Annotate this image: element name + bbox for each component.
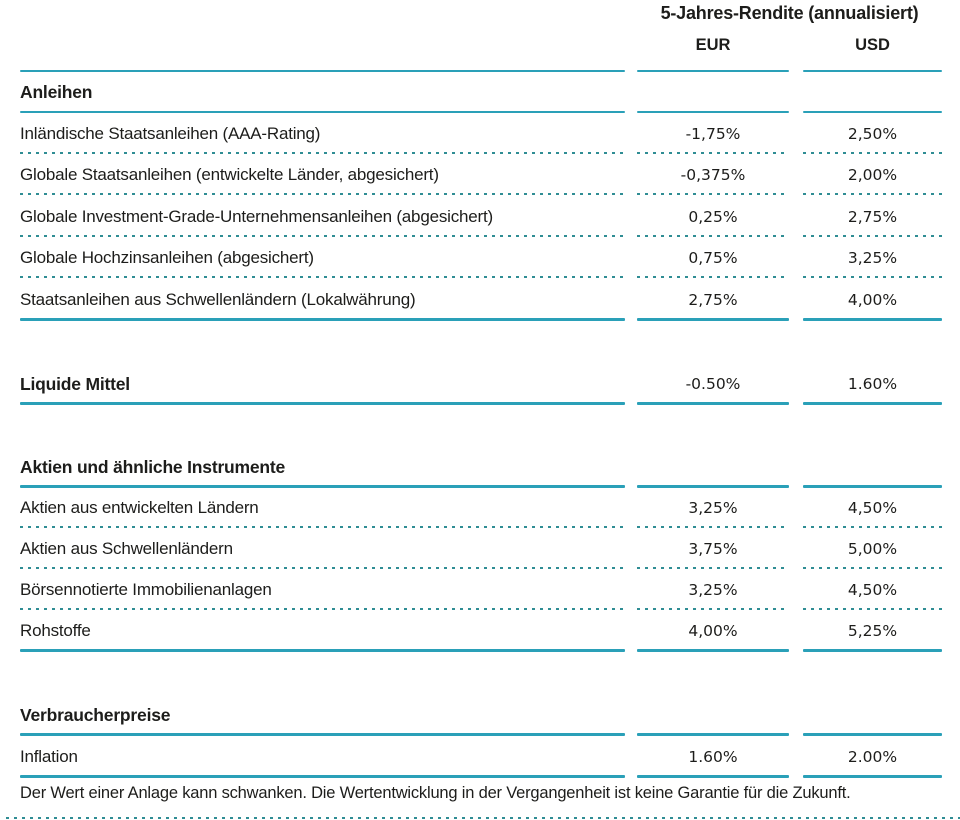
row-label: Staatsanleihen aus Schwellenländern (Lok… (20, 289, 416, 309)
eur-value: 0,25% (688, 207, 738, 226)
table-row: Inländische Staatsanleihen (AAA-Rating) … (20, 113, 942, 155)
row-label: Aktien aus entwickelten Ländern (20, 498, 259, 517)
section-heading-row-aktien: Aktien und ähnliche Instrumente (20, 447, 942, 488)
table-row: Globale Staatsanleihen (entwickelte Länd… (20, 155, 942, 197)
row-label: Globale Hochzinsanleihen (abgesichert) (20, 248, 314, 268)
table-title: 5-Jahres-Rendite (annualisiert) (660, 3, 919, 23)
column-headers: EUR USD (637, 36, 942, 55)
eur-value: 3,25% (688, 581, 738, 599)
table-row: Staatsanleihen aus Schwellenländern (Lok… (20, 279, 942, 321)
eur-value: -0.50% (685, 375, 741, 393)
row-label: Globale Investment-Grade-Unternehmensanl… (20, 206, 493, 226)
section-title: Anleihen (20, 82, 93, 102)
row-label: Rohstoffe (20, 621, 91, 640)
usd-value: 2,00% (847, 166, 898, 185)
row-label: Inflation (20, 746, 78, 766)
eur-value: 1.60% (688, 747, 738, 766)
section-title: Verbraucherpreise (20, 704, 171, 725)
usd-value: 4,50% (847, 581, 898, 599)
row-label: Inländische Staatsanleihen (AAA-Rating) (20, 123, 321, 143)
usd-value: 5,25% (847, 622, 898, 640)
section-heading-row-anleihen: Anleihen (20, 72, 942, 113)
section-title: Aktien und ähnliche Instrumente (20, 456, 286, 477)
table-row: Rohstoffe 4,00% 5,25% (20, 611, 942, 652)
header-label-cell (20, 0, 625, 72)
table-row: Inflation 1.60% 2.00% (20, 736, 942, 778)
eur-value: -0,375% (680, 166, 746, 185)
section-spacer (20, 652, 942, 695)
section-spacer (20, 321, 942, 364)
section-spacer (20, 405, 942, 447)
usd-value: 3,25% (847, 249, 898, 268)
table-row: Aktien aus entwickelten Ländern 3,25% 4,… (20, 488, 942, 529)
eur-value: 3,25% (688, 499, 738, 517)
row-label: Börsennotierte Immobilienanlagen (20, 580, 272, 599)
row-label: Globale Staatsanleihen (entwickelte Länd… (20, 165, 439, 185)
row-label: Aktien aus Schwellenländern (20, 539, 233, 558)
usd-value: 4,50% (847, 499, 898, 517)
table-row: Globale Hochzinsanleihen (abgesichert) 0… (20, 238, 942, 280)
table-row: Globale Investment-Grade-Unternehmensanl… (20, 196, 942, 238)
usd-value: 5,00% (847, 540, 898, 558)
disclaimer: Der Wert einer Anlage kann schwanken. Di… (20, 783, 851, 802)
section-heading-row-liquide-mittel: Liquide Mittel -0.50% 1.60% (20, 364, 942, 405)
usd-column-header: USD (855, 36, 890, 54)
section-title: Liquide Mittel (20, 373, 130, 394)
usd-value: 2.00% (847, 747, 898, 766)
usd-value: 1.60% (847, 375, 898, 393)
usd-value: 2,75% (847, 207, 898, 226)
eur-value: 4,00% (688, 622, 738, 640)
table-header: 5-Jahres-Rendite (annualisiert) EUR USD (20, 0, 942, 72)
eur-value: 3,75% (688, 540, 738, 558)
table-row: Börsennotierte Immobilienanlagen 3,25% 4… (20, 570, 942, 611)
usd-value: 4,00% (847, 290, 898, 309)
footer: Der Wert einer Anlage kann schwanken. Di… (0, 778, 960, 820)
eur-value: -1,75% (685, 124, 741, 143)
section-heading-row-verbraucherpreise: Verbraucherpreise (20, 695, 942, 736)
eur-value: 2,75% (688, 290, 738, 309)
eur-column-header: EUR (695, 36, 731, 54)
usd-value: 2,50% (847, 124, 898, 143)
eur-value: 0,75% (688, 249, 738, 268)
header-usd-cell (803, 0, 942, 72)
table-row: Aktien aus Schwellenländern 3,75% 5,00% (20, 529, 942, 570)
header-eur-cell (637, 0, 789, 72)
